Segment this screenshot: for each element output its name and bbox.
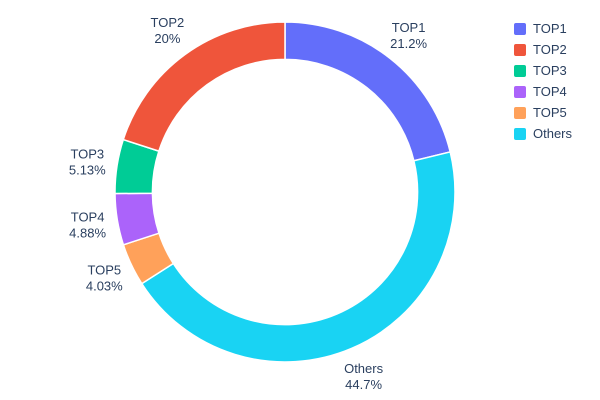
legend-label: TOP1 [533,21,567,36]
legend-item-others[interactable]: Others [514,127,572,141]
legend-label: TOP4 [533,84,567,99]
legend-label: TOP5 [533,105,567,120]
legend-swatch-top4 [514,86,526,98]
legend-swatch-others [514,128,526,140]
legend-label: TOP3 [533,63,567,78]
legend-swatch-top5 [514,107,526,119]
slice-label-top3: TOP3 5.13% [69,147,106,178]
legend-swatch-top2 [514,44,526,56]
pie-slice-top2[interactable] [122,21,286,153]
slice-label-top5: TOP5 4.03% [86,263,123,294]
slice-label-others: Others 44.7% [344,361,384,392]
pie-slice-others[interactable] [140,151,456,363]
chart-legend: TOP1 TOP2 TOP3 TOP4 TOP5 Others [514,22,572,141]
legend-item-top5[interactable]: TOP5 [514,106,572,120]
legend-item-top1[interactable]: TOP1 [514,22,572,36]
slice-label-top4: TOP4 4.88% [69,209,106,240]
legend-item-top2[interactable]: TOP2 [514,43,572,57]
legend-swatch-top1 [514,23,526,35]
slice-label-top2: TOP2 20% [151,15,185,46]
legend-label: TOP2 [533,42,567,57]
legend-swatch-top3 [514,65,526,77]
slice-label-top1: TOP1 21.2% [390,20,427,51]
legend-item-top3[interactable]: TOP3 [514,64,572,78]
legend-label: Others [533,126,573,141]
legend-item-top4[interactable]: TOP4 [514,85,572,99]
